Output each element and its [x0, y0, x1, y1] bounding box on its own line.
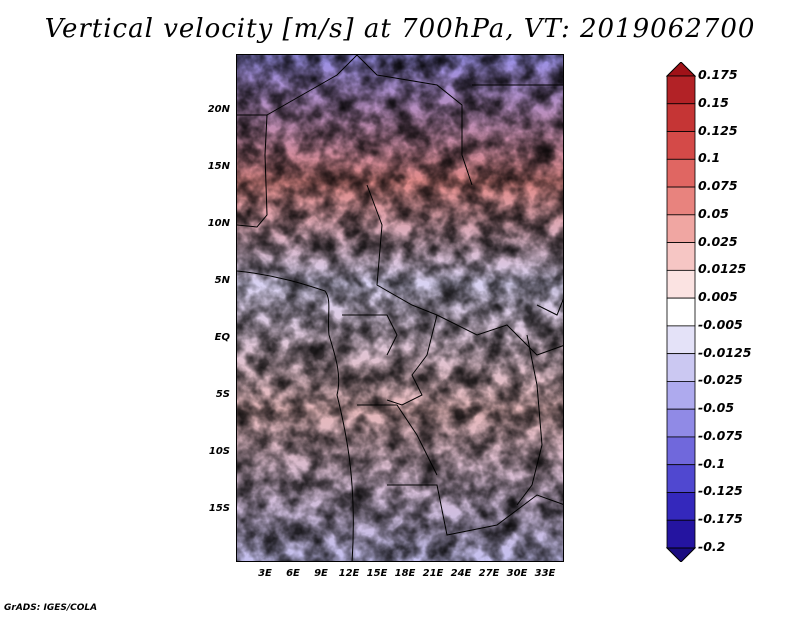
lon-label-12e: 12E: [338, 568, 360, 579]
colorbar-tick-label: -0.005: [698, 316, 743, 332]
lon-label-24e: 24E: [450, 568, 472, 579]
colorbar-top-arrow: [666, 62, 696, 77]
colorbar-segment: [666, 325, 696, 355]
colorbar-segment: [666, 131, 696, 160]
colorbar-tick-label: -0.2: [698, 539, 726, 554]
colorbar-tick-label: -0.175: [698, 511, 743, 527]
colorbar-segment: [666, 519, 696, 549]
colorbar-tick-label: -0.05: [698, 400, 735, 416]
vertical-velocity-field: [237, 55, 563, 561]
lon-label-30e: 30E: [506, 568, 528, 579]
colorbar: [666, 62, 696, 562]
colorbar-tick-label: 0.1: [698, 150, 721, 166]
colorbar-segment: [666, 381, 696, 410]
colorbar-tick-label: -0.125: [698, 483, 743, 499]
colorbar-segment: [666, 75, 696, 105]
lon-label-18e: 18E: [394, 568, 416, 579]
colorbar-segment: [666, 186, 696, 216]
lon-label-6e: 6E: [286, 568, 300, 579]
lon-label-21e: 21E: [422, 568, 444, 579]
colorbar-tick-label: 0.005: [698, 289, 738, 305]
colorbar-tick-label: -0.1: [698, 455, 726, 471]
colorbar-segment: [666, 297, 696, 327]
lat-label-10s: 10S: [208, 446, 230, 457]
lon-label-3e: 3E: [258, 568, 272, 579]
colorbar-bottom-arrow: [666, 547, 696, 562]
colorbar-segment: [666, 269, 696, 299]
lon-label-27e: 27E: [478, 568, 500, 579]
lat-label-15n: 15N: [207, 161, 230, 172]
colorbar-segment: [666, 464, 696, 493]
colorbar-segment: [666, 158, 696, 188]
map-plot-area: [236, 54, 564, 562]
colorbar-tick-label: 0.0125: [698, 261, 747, 277]
colorbar-tick-label: -0.075: [698, 427, 743, 443]
colorbar-tick-label: 0.025: [698, 233, 738, 249]
colorbar-segment: [666, 492, 696, 521]
colorbar-segment: [666, 408, 696, 438]
colorbar-segment: [666, 214, 696, 243]
colorbar-tick-label: 0.075: [698, 178, 738, 194]
lon-label-15e: 15E: [366, 568, 388, 579]
lat-label-10n: 10N: [207, 218, 230, 229]
colorbar-tick-label: 0.05: [698, 205, 729, 221]
lat-label-20n: 20N: [207, 104, 230, 115]
colorbar-segment: [666, 103, 696, 132]
colorbar-segment: [666, 436, 696, 466]
lat-label-15s: 15S: [208, 503, 230, 514]
colorbar-segment: [666, 353, 696, 382]
colorbar-tick-label: 0.175: [698, 67, 738, 82]
grads-credit: GrADS: IGES/COLA: [4, 603, 98, 613]
colorbar-tick-label: -0.025: [698, 372, 743, 388]
lat-label-5n: 5N: [214, 275, 230, 286]
colorbar-segment: [666, 242, 696, 271]
map-title: Vertical velocity [m/s] at 700hPa, VT: 2…: [44, 14, 756, 44]
colorbar-tick-label: -0.0125: [698, 344, 752, 360]
lon-label-33e: 33E: [534, 568, 556, 579]
colorbar-tick-label: 0.125: [698, 122, 738, 138]
lon-label-9e: 9E: [314, 568, 328, 579]
lat-label-5s: 5S: [215, 389, 230, 400]
colorbar-tick-label: 0.15: [698, 94, 729, 110]
lat-label-eq: EQ: [214, 332, 230, 343]
